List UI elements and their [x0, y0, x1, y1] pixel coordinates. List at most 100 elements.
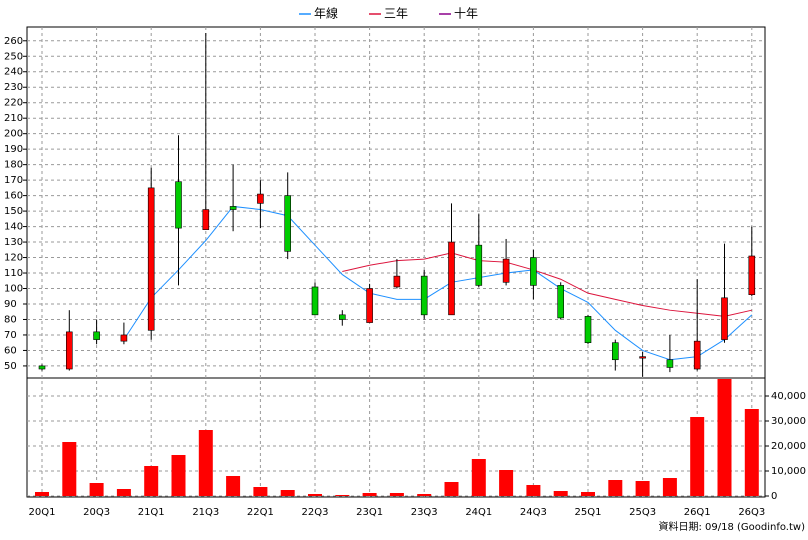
candle-body — [229, 206, 237, 210]
y2-tick-label: 40,000 — [771, 391, 806, 402]
y2-tick-label: 20,000 — [771, 441, 806, 452]
moving-average-line — [342, 252, 752, 317]
candle-body — [448, 241, 455, 316]
candle-body — [120, 334, 128, 342]
candle-body — [311, 286, 319, 316]
x-tick-label: 20Q1 — [29, 507, 56, 518]
candle-body — [257, 193, 264, 204]
candle-body — [639, 356, 646, 359]
y-tick-label: 210 — [4, 113, 23, 124]
y-tick-label: 160 — [4, 191, 23, 202]
candle-body — [666, 359, 674, 368]
candle-body — [338, 314, 346, 320]
x-tick-label: 26Q3 — [738, 507, 765, 518]
volume-bar — [35, 492, 49, 496]
plot-frame — [26, 26, 766, 498]
candle-body — [366, 288, 373, 323]
y-tick-label: 190 — [4, 144, 23, 155]
volume-bar — [690, 417, 705, 496]
x-tick-label: 22Q3 — [302, 507, 329, 518]
legend-label: 年線 — [314, 6, 338, 21]
candle-body — [502, 258, 510, 283]
volume-bar — [499, 470, 514, 496]
candle-body — [420, 275, 428, 316]
candle-body — [202, 209, 210, 230]
y-tick-label: 100 — [4, 284, 23, 295]
volume-bar — [744, 409, 759, 496]
candle-body — [557, 285, 565, 319]
candle-body — [93, 331, 100, 340]
volume-bar — [662, 478, 677, 496]
y-tick-label: 140 — [4, 222, 23, 233]
candle-body — [66, 331, 73, 370]
volume-bar — [444, 482, 459, 496]
legend-label: 十年 — [454, 7, 478, 21]
candle-body — [611, 342, 619, 361]
y-tick-label: 240 — [4, 67, 23, 78]
volume-bar — [389, 493, 404, 496]
candle-body — [393, 275, 401, 288]
x-tick-label: 20Q3 — [83, 507, 110, 518]
volume-bar — [226, 476, 241, 496]
x-tick-label: 25Q1 — [575, 507, 602, 518]
x-tick-label: 21Q1 — [138, 507, 165, 518]
y-tick-label: 130 — [4, 237, 23, 248]
x-tick-label: 23Q3 — [411, 507, 438, 518]
x-tick-label: 22Q1 — [247, 507, 274, 518]
candle-body — [175, 181, 182, 229]
x-tick-label: 24Q3 — [520, 507, 547, 518]
candle-body — [284, 195, 292, 252]
candle-body — [475, 244, 483, 286]
candle-body — [147, 187, 155, 331]
y-tick-label: 250 — [4, 51, 23, 62]
y-tick-label: 70 — [4, 330, 17, 341]
y-tick-label: 220 — [4, 98, 23, 109]
volume-bar — [62, 442, 77, 496]
legend-label: 三年 — [384, 7, 408, 21]
volume-bar — [335, 495, 350, 496]
y-tick-label: 60 — [4, 345, 17, 356]
y2-tick-label: 30,000 — [771, 416, 806, 427]
x-tick-label: 21Q3 — [192, 507, 219, 518]
y-tick-label: 180 — [4, 160, 23, 171]
y2-tick-label: 0 — [771, 491, 777, 502]
candle-body — [721, 297, 728, 340]
candle-body — [530, 257, 537, 286]
y-tick-label: 260 — [4, 36, 23, 47]
volume-bar — [144, 466, 159, 496]
x-tick-label: 26Q1 — [684, 507, 711, 518]
y-tick-label: 230 — [4, 82, 23, 93]
volume-bar — [308, 494, 322, 496]
volume-bar — [417, 494, 432, 496]
candle-body — [693, 340, 701, 370]
volume-bar — [471, 459, 486, 496]
candle-body — [748, 255, 756, 296]
volume-bar — [581, 492, 595, 496]
volume-bar — [280, 490, 295, 496]
volume-bar — [526, 485, 541, 496]
volume-bar — [116, 489, 131, 496]
volume-bar — [89, 483, 104, 496]
y-tick-label: 200 — [4, 129, 23, 140]
x-tick-label: 25Q3 — [629, 507, 656, 518]
y2-tick-label: 10,000 — [771, 466, 806, 477]
volume-bar — [253, 487, 268, 496]
volume-bar — [717, 379, 732, 496]
y-tick-label: 50 — [4, 361, 17, 372]
y-tick-label: 90 — [4, 299, 17, 310]
volume-bar — [608, 480, 623, 496]
x-tick-label: 23Q1 — [356, 507, 383, 518]
volume-bar — [171, 455, 186, 496]
y-tick-label: 150 — [4, 206, 23, 217]
y-tick-label: 120 — [4, 253, 23, 264]
volume-bar — [362, 493, 377, 496]
volume-bar — [635, 481, 650, 496]
volume-bar — [198, 430, 213, 496]
moving-average-line — [123, 205, 753, 361]
y-tick-label: 80 — [4, 314, 17, 325]
y-tick-label: 170 — [4, 175, 23, 186]
volume-bar — [553, 491, 568, 496]
y-tick-label: 110 — [4, 268, 23, 279]
candle-body — [584, 316, 592, 343]
